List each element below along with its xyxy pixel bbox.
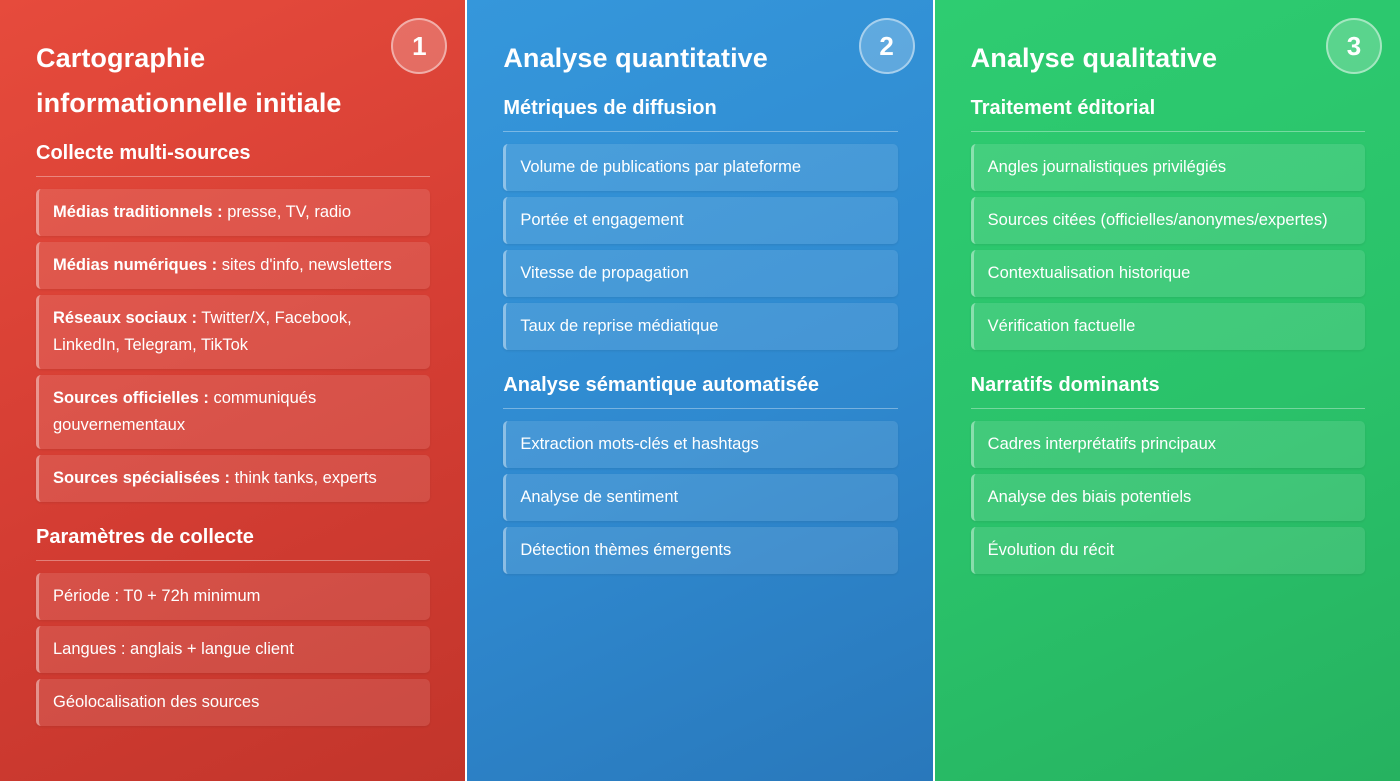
list-item: Période : T0 + 72h minimum <box>36 573 431 620</box>
section-traitement-editorial: Traitement éditorial Angles journalistiq… <box>970 95 1365 350</box>
section-narratifs-dominants: Narratifs dominants Cadres interprétatif… <box>970 372 1365 574</box>
item-text: think tanks, experts <box>230 469 377 487</box>
list-item: Cadres interprétatifs principaux <box>970 421 1365 468</box>
list-item: Analyse des biais potentiels <box>970 474 1365 521</box>
list-item: Extraction mots-clés et hashtags <box>503 421 898 468</box>
list-item: Volume de publications par plateforme <box>503 144 898 191</box>
step-title: Analyse qualitative <box>970 43 1218 73</box>
section-title: Analyse sémantique automatisée <box>503 372 898 409</box>
section-parametres-de-collecte: Paramètres de collecte Période : T0 + 72… <box>36 524 431 726</box>
item-label: Sources officielles : <box>53 389 209 407</box>
step-2-column: 2 Analyse quantitative Métriques de diff… <box>467 0 933 781</box>
item-label: Médias numériques : <box>53 256 218 274</box>
list-item: Langues : anglais + langue client <box>36 626 431 673</box>
step-number-badge: 2 <box>858 18 915 74</box>
list-item: Médias numériques : sites d'info, newsle… <box>36 242 431 289</box>
list-item: Évolution du récit <box>970 527 1365 574</box>
item-text: presse, TV, radio <box>222 203 352 221</box>
section-title: Paramètres de collecte <box>36 524 431 561</box>
step-number-badge: 3 <box>1325 18 1382 74</box>
step-title: Cartographie informationnelle initiale <box>36 43 342 118</box>
list-item: Détection thèmes émergents <box>503 527 898 574</box>
step-number-badge: 1 <box>391 18 448 74</box>
list-item: Portée et engagement <box>503 197 898 244</box>
list-item: Vérification factuelle <box>970 303 1365 350</box>
list-item: Analyse de sentiment <box>503 474 898 521</box>
section-metriques-de-diffusion: Métriques de diffusion Volume de publica… <box>503 95 898 350</box>
item-text: sites d'info, newsletters <box>217 256 392 274</box>
item-label: Médias traditionnels : <box>53 203 223 221</box>
list-item: Sources officielles : communiqués gouver… <box>36 375 431 449</box>
section-title: Métriques de diffusion <box>503 95 898 132</box>
list-item: Taux de reprise médiatique <box>503 303 898 350</box>
step-1-column: 1 Cartographie informationnelle initiale… <box>0 0 466 781</box>
item-text: Twitter/X, Facebook, LinkedIn, Telegram,… <box>53 309 352 354</box>
section-title: Traitement éditorial <box>970 95 1365 132</box>
item-text: communiqués gouvernementaux <box>53 389 317 434</box>
list-item: Contextualisation historique <box>970 250 1365 297</box>
list-item: Vitesse de propagation <box>503 250 898 297</box>
item-label: Réseaux sociaux : <box>53 309 197 327</box>
step-title: Analyse quantitative <box>503 43 768 73</box>
section-title: Narratifs dominants <box>970 372 1365 409</box>
item-label: Sources spécialisées : <box>53 469 231 487</box>
section-title: Collecte multi-sources <box>36 140 431 177</box>
step-3-column: 3 Analyse qualitative Traitement éditori… <box>934 0 1400 781</box>
section-collecte-multi-sources: Collecte multi-sources Médias traditionn… <box>36 140 431 502</box>
list-item: Géolocalisation des sources <box>36 679 431 726</box>
list-item: Sources spécialisées : think tanks, expe… <box>36 455 431 502</box>
list-item: Réseaux sociaux : Twitter/X, Facebook, L… <box>36 295 431 369</box>
list-item: Médias traditionnels : presse, TV, radio <box>36 189 431 236</box>
list-item: Angles journalistiques privilégiés <box>970 144 1365 191</box>
list-item: Sources citées (officielles/anonymes/exp… <box>970 197 1365 244</box>
section-analyse-semantique: Analyse sémantique automatisée Extractio… <box>503 372 898 574</box>
